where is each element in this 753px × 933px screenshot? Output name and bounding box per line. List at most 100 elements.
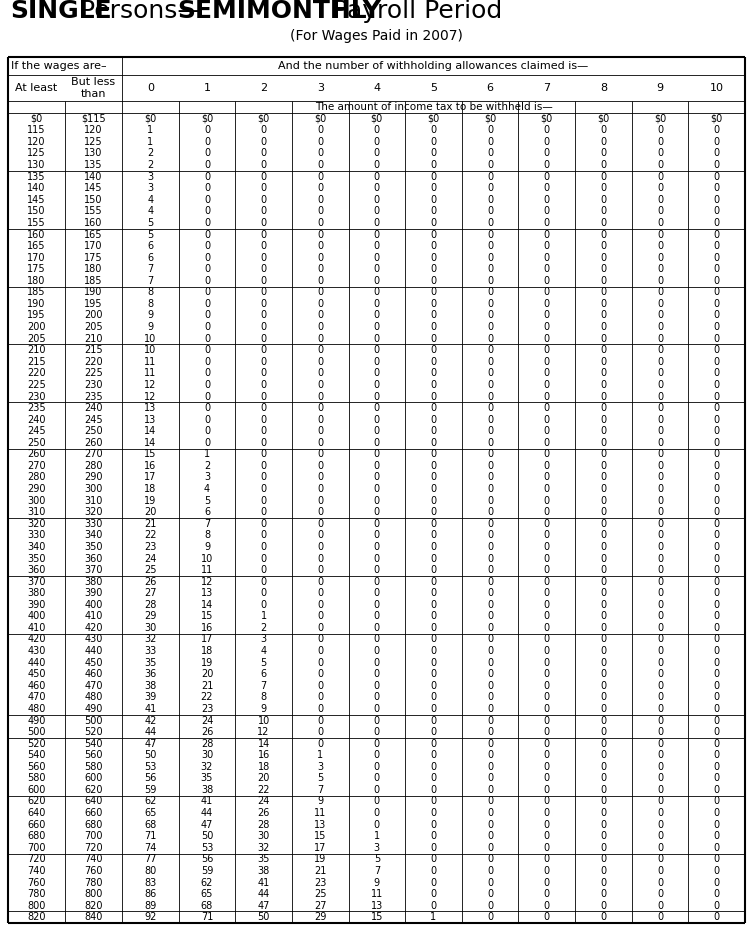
Text: 0: 0 bbox=[714, 206, 720, 216]
Text: 820: 820 bbox=[84, 900, 102, 911]
Text: 0: 0 bbox=[544, 750, 550, 760]
Text: 0: 0 bbox=[373, 392, 380, 401]
Text: 0: 0 bbox=[600, 669, 606, 679]
Text: 29: 29 bbox=[314, 912, 326, 922]
Text: 0: 0 bbox=[373, 577, 380, 587]
Text: 0: 0 bbox=[487, 634, 493, 645]
Text: 0: 0 bbox=[373, 508, 380, 517]
Text: If the wages are–: If the wages are– bbox=[11, 61, 107, 71]
Text: 3: 3 bbox=[204, 472, 210, 482]
Text: 0: 0 bbox=[317, 716, 323, 726]
Text: 0: 0 bbox=[431, 218, 437, 228]
Text: 0: 0 bbox=[431, 137, 437, 146]
Text: 0: 0 bbox=[373, 160, 380, 170]
Text: 0: 0 bbox=[487, 438, 493, 448]
Text: 0: 0 bbox=[487, 600, 493, 610]
Text: 0: 0 bbox=[487, 206, 493, 216]
Text: 0: 0 bbox=[487, 542, 493, 552]
Text: 0: 0 bbox=[373, 276, 380, 285]
Text: 0: 0 bbox=[373, 253, 380, 263]
Text: 0: 0 bbox=[317, 334, 323, 343]
Text: 165: 165 bbox=[84, 230, 102, 240]
Text: 5: 5 bbox=[373, 855, 380, 864]
Text: 720: 720 bbox=[84, 842, 103, 853]
Text: 0: 0 bbox=[600, 241, 606, 251]
Text: 0: 0 bbox=[373, 461, 380, 471]
Text: 0: 0 bbox=[714, 820, 720, 829]
Text: 800: 800 bbox=[27, 900, 46, 911]
Text: 89: 89 bbox=[144, 900, 157, 911]
Text: 5: 5 bbox=[261, 658, 267, 668]
Text: 0: 0 bbox=[600, 773, 606, 784]
Text: 0: 0 bbox=[431, 761, 437, 772]
Text: 0: 0 bbox=[431, 866, 437, 876]
Text: 0: 0 bbox=[204, 438, 210, 448]
Text: 270: 270 bbox=[27, 461, 46, 471]
Text: 0: 0 bbox=[373, 646, 380, 656]
Text: 0: 0 bbox=[714, 230, 720, 240]
Text: 0: 0 bbox=[431, 797, 437, 806]
Text: 0: 0 bbox=[373, 739, 380, 748]
Text: 0: 0 bbox=[431, 692, 437, 703]
Text: 0: 0 bbox=[487, 450, 493, 459]
Text: 0: 0 bbox=[487, 703, 493, 714]
Text: 59: 59 bbox=[201, 866, 213, 876]
Text: 640: 640 bbox=[27, 808, 46, 818]
Text: 320: 320 bbox=[27, 519, 46, 529]
Text: 0: 0 bbox=[204, 276, 210, 285]
Text: 0: 0 bbox=[657, 900, 663, 911]
Text: 47: 47 bbox=[258, 900, 270, 911]
Text: 0: 0 bbox=[431, 345, 437, 355]
Text: 0: 0 bbox=[373, 241, 380, 251]
Text: 0: 0 bbox=[487, 461, 493, 471]
Text: 0: 0 bbox=[600, 311, 606, 321]
Text: 0: 0 bbox=[431, 311, 437, 321]
Text: 0: 0 bbox=[487, 577, 493, 587]
Text: 0: 0 bbox=[373, 299, 380, 309]
Text: 0: 0 bbox=[714, 311, 720, 321]
Text: 21: 21 bbox=[201, 681, 213, 690]
Text: 0: 0 bbox=[657, 889, 663, 899]
Text: 235: 235 bbox=[27, 403, 46, 413]
Text: 0: 0 bbox=[714, 125, 720, 135]
Text: 68: 68 bbox=[144, 820, 157, 829]
Text: 0: 0 bbox=[261, 206, 267, 216]
Text: 0: 0 bbox=[600, 172, 606, 182]
Text: 205: 205 bbox=[27, 334, 46, 343]
Text: 0: 0 bbox=[714, 773, 720, 784]
Text: 86: 86 bbox=[144, 889, 157, 899]
Text: 0: 0 bbox=[714, 414, 720, 425]
Text: $0: $0 bbox=[370, 114, 383, 124]
Text: 0: 0 bbox=[544, 322, 550, 332]
Text: 4: 4 bbox=[148, 206, 154, 216]
Text: But less
than: But less than bbox=[72, 77, 115, 99]
Text: 820: 820 bbox=[27, 912, 46, 922]
Text: 0: 0 bbox=[373, 148, 380, 159]
Text: 0: 0 bbox=[544, 461, 550, 471]
Text: 74: 74 bbox=[144, 842, 157, 853]
Text: 0: 0 bbox=[714, 287, 720, 298]
Text: 0: 0 bbox=[487, 137, 493, 146]
Text: 290: 290 bbox=[84, 472, 102, 482]
Text: 600: 600 bbox=[27, 785, 46, 795]
Text: 0: 0 bbox=[431, 160, 437, 170]
Text: 0: 0 bbox=[431, 172, 437, 182]
Text: 0: 0 bbox=[544, 241, 550, 251]
Text: 150: 150 bbox=[27, 206, 46, 216]
Text: 0: 0 bbox=[261, 438, 267, 448]
Text: 185: 185 bbox=[84, 276, 102, 285]
Text: 0: 0 bbox=[544, 831, 550, 842]
Text: 0: 0 bbox=[373, 820, 380, 829]
Text: 0: 0 bbox=[714, 808, 720, 818]
Text: 0: 0 bbox=[487, 172, 493, 182]
Text: 0: 0 bbox=[600, 577, 606, 587]
Text: 0: 0 bbox=[261, 230, 267, 240]
Text: Persons—: Persons— bbox=[72, 0, 203, 23]
Text: 7: 7 bbox=[543, 83, 550, 93]
Text: 0: 0 bbox=[600, 369, 606, 379]
Text: 0: 0 bbox=[373, 264, 380, 274]
Text: 0: 0 bbox=[431, 230, 437, 240]
Text: 0: 0 bbox=[261, 484, 267, 494]
Text: 0: 0 bbox=[600, 831, 606, 842]
Text: 0: 0 bbox=[204, 414, 210, 425]
